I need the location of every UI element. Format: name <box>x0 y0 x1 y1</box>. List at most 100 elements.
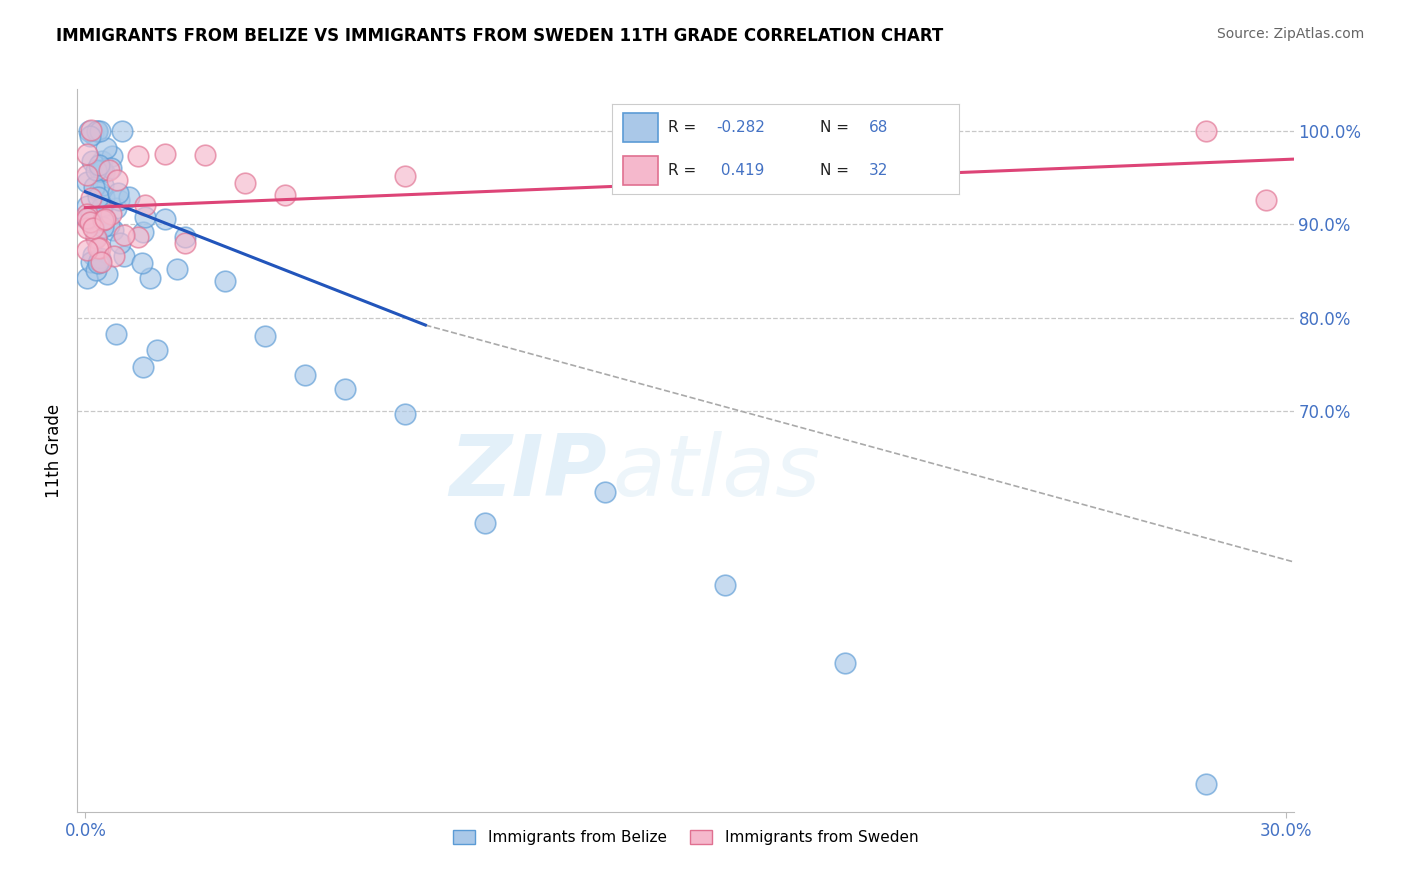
Point <box>112 227 135 242</box>
Point <box>82 221 104 235</box>
Point <box>79 128 101 143</box>
Point <box>96 267 118 281</box>
Point <box>1254 193 1277 207</box>
Point <box>394 169 416 183</box>
Point <box>76 271 98 285</box>
Point <box>394 407 416 421</box>
Point <box>98 162 121 177</box>
Point <box>89 163 111 178</box>
Point <box>84 262 107 277</box>
Point <box>101 148 124 162</box>
Point <box>82 127 104 141</box>
Point <box>94 212 117 227</box>
Point <box>84 229 107 244</box>
Point <box>90 201 112 215</box>
Point <box>1194 124 1216 138</box>
Point <box>76 175 98 189</box>
Point <box>595 485 617 500</box>
Point <box>127 229 149 244</box>
Point <box>91 212 114 227</box>
Point <box>87 255 110 269</box>
Point <box>107 194 129 208</box>
Text: ZIP: ZIP <box>449 431 606 514</box>
Point <box>110 235 132 250</box>
Point <box>82 216 104 230</box>
Point <box>89 241 111 255</box>
Point <box>83 180 105 194</box>
Point <box>714 578 737 592</box>
Point <box>166 262 188 277</box>
Text: Source: ZipAtlas.com: Source: ZipAtlas.com <box>1216 27 1364 41</box>
Point <box>107 186 129 201</box>
Point <box>335 382 357 396</box>
Point <box>89 253 111 268</box>
Point <box>474 516 496 530</box>
Point <box>87 253 110 268</box>
Point <box>89 251 111 265</box>
Point <box>86 124 108 138</box>
Point <box>89 186 111 200</box>
Point <box>155 147 177 161</box>
Text: atlas: atlas <box>613 431 821 514</box>
Point <box>93 165 115 179</box>
Point <box>80 154 103 169</box>
Point <box>194 148 217 162</box>
Point <box>76 220 98 235</box>
Point <box>87 190 110 204</box>
Point <box>89 124 111 138</box>
Point <box>79 123 101 137</box>
Point <box>146 343 169 357</box>
Point <box>87 158 110 172</box>
Point <box>1194 777 1216 791</box>
Point <box>98 219 121 233</box>
Point <box>76 207 98 221</box>
Point <box>235 176 257 190</box>
Point <box>100 207 122 221</box>
Point <box>134 210 156 224</box>
Point <box>134 198 156 212</box>
Point <box>84 231 107 245</box>
Point <box>132 360 155 375</box>
Point <box>155 212 177 227</box>
Text: IMMIGRANTS FROM BELIZE VS IMMIGRANTS FROM SWEDEN 11TH GRADE CORRELATION CHART: IMMIGRANTS FROM BELIZE VS IMMIGRANTS FRO… <box>56 27 943 45</box>
Point <box>91 201 114 215</box>
Point <box>82 248 104 262</box>
Point <box>94 141 117 155</box>
Point <box>90 163 112 178</box>
Point <box>76 199 98 213</box>
Point <box>138 270 160 285</box>
Point <box>91 154 114 169</box>
Point <box>80 255 103 269</box>
Point <box>254 328 277 343</box>
Point <box>76 243 98 257</box>
Point <box>111 124 134 138</box>
Point <box>100 161 122 175</box>
Point <box>103 249 125 263</box>
Point <box>76 211 98 226</box>
Point <box>294 368 316 383</box>
Point <box>105 172 128 186</box>
Point <box>112 249 135 263</box>
Point <box>274 188 297 202</box>
Point <box>76 147 98 161</box>
Point <box>86 124 108 138</box>
Point <box>214 274 236 288</box>
Y-axis label: 11th Grade: 11th Grade <box>45 403 63 498</box>
Point <box>91 178 114 193</box>
Point <box>87 241 110 255</box>
Point <box>127 148 149 162</box>
Point <box>104 327 127 342</box>
Point <box>132 225 155 239</box>
Point <box>101 223 124 237</box>
Point <box>80 191 103 205</box>
Point <box>79 215 101 229</box>
Point <box>131 256 153 270</box>
Point <box>80 208 103 222</box>
Point <box>86 163 108 178</box>
Point <box>76 211 98 225</box>
Point <box>174 236 197 251</box>
Point <box>834 656 856 670</box>
Point <box>118 190 141 204</box>
Point <box>76 168 98 182</box>
Legend: Immigrants from Belize, Immigrants from Sweden: Immigrants from Belize, Immigrants from … <box>446 823 925 851</box>
